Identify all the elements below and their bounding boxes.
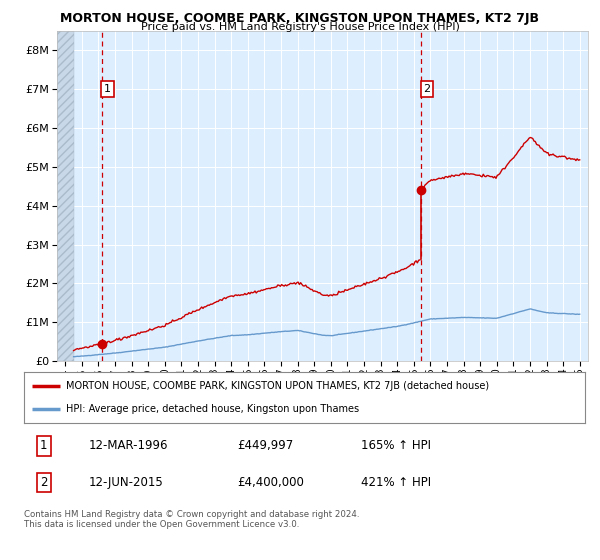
Text: 421% ↑ HPI: 421% ↑ HPI bbox=[361, 476, 431, 489]
Text: 1: 1 bbox=[104, 84, 111, 94]
Text: 1: 1 bbox=[40, 440, 47, 452]
Text: HPI: Average price, detached house, Kingston upon Thames: HPI: Average price, detached house, King… bbox=[66, 404, 359, 414]
Text: £449,997: £449,997 bbox=[237, 440, 293, 452]
Text: This data is licensed under the Open Government Licence v3.0.: This data is licensed under the Open Gov… bbox=[24, 520, 299, 529]
Text: MORTON HOUSE, COOMBE PARK, KINGSTON UPON THAMES, KT2 7JB (detached house): MORTON HOUSE, COOMBE PARK, KINGSTON UPON… bbox=[66, 381, 489, 391]
Text: 165% ↑ HPI: 165% ↑ HPI bbox=[361, 440, 431, 452]
Text: 2: 2 bbox=[40, 476, 47, 489]
Text: 12-MAR-1996: 12-MAR-1996 bbox=[89, 440, 168, 452]
Text: Price paid vs. HM Land Registry's House Price Index (HPI): Price paid vs. HM Land Registry's House … bbox=[140, 22, 460, 32]
Text: 12-JUN-2015: 12-JUN-2015 bbox=[89, 476, 163, 489]
Text: Contains HM Land Registry data © Crown copyright and database right 2024.: Contains HM Land Registry data © Crown c… bbox=[24, 510, 359, 519]
Text: 2: 2 bbox=[424, 84, 431, 94]
Text: MORTON HOUSE, COOMBE PARK, KINGSTON UPON THAMES, KT2 7JB: MORTON HOUSE, COOMBE PARK, KINGSTON UPON… bbox=[61, 12, 539, 25]
Text: £4,400,000: £4,400,000 bbox=[237, 476, 304, 489]
